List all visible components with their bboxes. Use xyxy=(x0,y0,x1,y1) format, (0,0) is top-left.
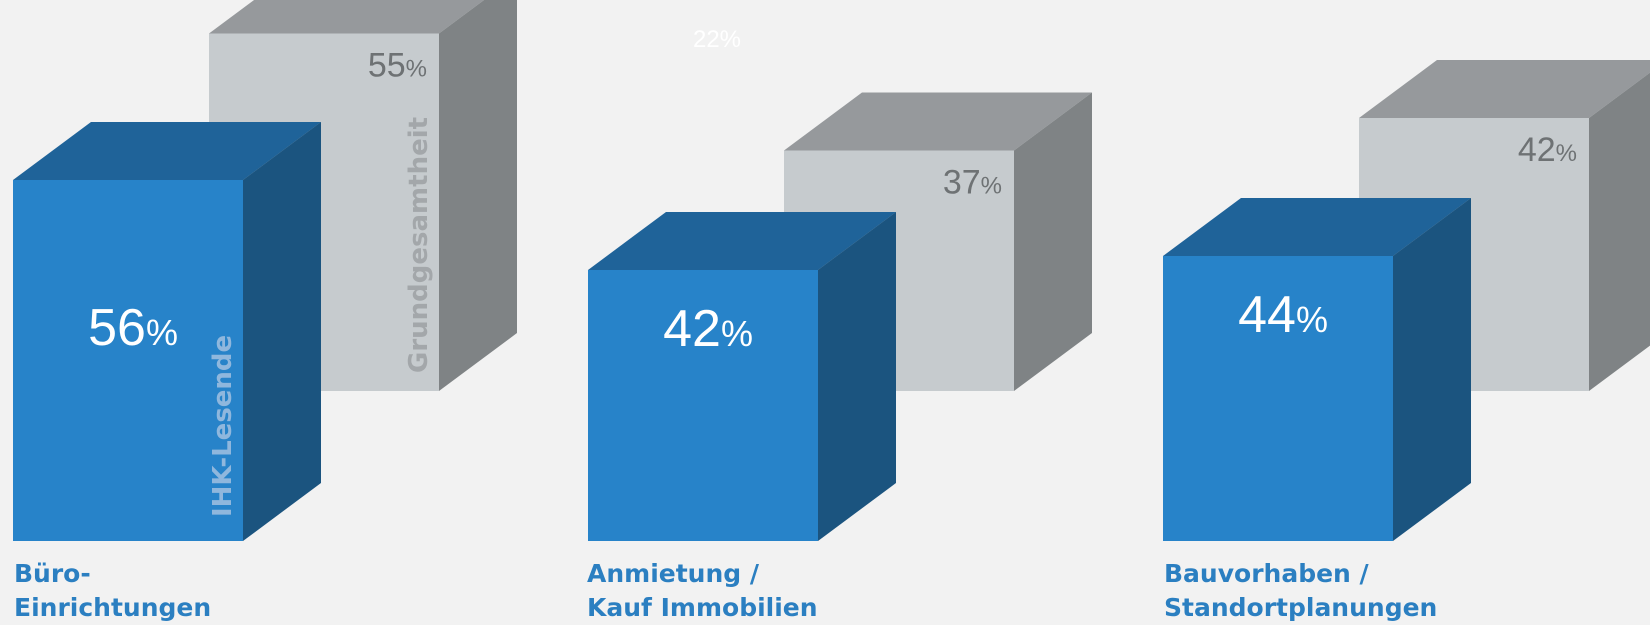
category-label-bauvorhaben: Bauvorhaben / Standortplanungen xyxy=(1164,559,1438,622)
gray-value-label-0-number: 55 xyxy=(368,47,406,85)
series-label-grundgesamtheit: Grundgesamtheit xyxy=(404,117,434,373)
gray-cube-0-top xyxy=(209,0,485,34)
gray-cube-2-top xyxy=(1359,60,1650,118)
blue-value-label-0-number: 56 xyxy=(88,299,146,357)
blue-cube-2-top xyxy=(1163,198,1471,256)
gray-value-label-2-unit: % xyxy=(1556,140,1577,167)
gray-cube-1-top xyxy=(784,92,1092,151)
blue-value-label-0: 56% xyxy=(88,299,178,357)
gray-value-label-1: 37% xyxy=(943,164,1002,202)
blue-cube-1-front xyxy=(588,270,818,541)
gray-cube-0-side xyxy=(439,0,517,391)
series-label-ihk-lesende: IHK-Lesende xyxy=(208,335,238,517)
category-label-buero: Büro- Einrichtungen xyxy=(14,559,212,622)
stray-value-label: 22% xyxy=(693,26,741,53)
gray-value-label-1-number: 37 xyxy=(943,164,981,202)
blue-cube-0-front xyxy=(13,180,243,541)
gray-value-label-0-unit: % xyxy=(406,56,427,83)
blue-value-label-0-unit: % xyxy=(146,312,178,353)
gray-value-label-0: 55% xyxy=(368,47,427,85)
blue-cube-1-side xyxy=(818,212,896,541)
blue-cube-0-side xyxy=(243,122,321,541)
blue-value-label-2: 44% xyxy=(1238,286,1328,344)
blue-value-label-2-number: 44 xyxy=(1238,286,1296,344)
blue-cube-2 xyxy=(1163,198,1471,541)
gray-value-label-2-number: 42 xyxy=(1518,131,1556,169)
blue-value-label-1: 42% xyxy=(663,300,753,358)
blue-cube-1 xyxy=(588,212,896,541)
gray-cube-1-side xyxy=(1014,92,1092,391)
blue-cube-1-top xyxy=(588,212,896,270)
blue-value-label-2-unit: % xyxy=(1296,299,1328,340)
blue-cube-0 xyxy=(13,122,321,541)
blue-cube-2-front xyxy=(1163,256,1393,541)
gray-value-label-2: 42% xyxy=(1518,131,1577,169)
blue-cube-2-side xyxy=(1393,198,1471,541)
category-label-anmietung: Anmietung / Kauf Immobilien xyxy=(587,559,818,622)
blue-cube-0-top xyxy=(13,122,321,180)
blue-value-label-1-number: 42 xyxy=(663,300,721,358)
gray-cube-2-side xyxy=(1589,72,1650,391)
gray-value-label-1-unit: % xyxy=(981,173,1002,200)
blue-value-label-1-unit: % xyxy=(721,313,753,354)
